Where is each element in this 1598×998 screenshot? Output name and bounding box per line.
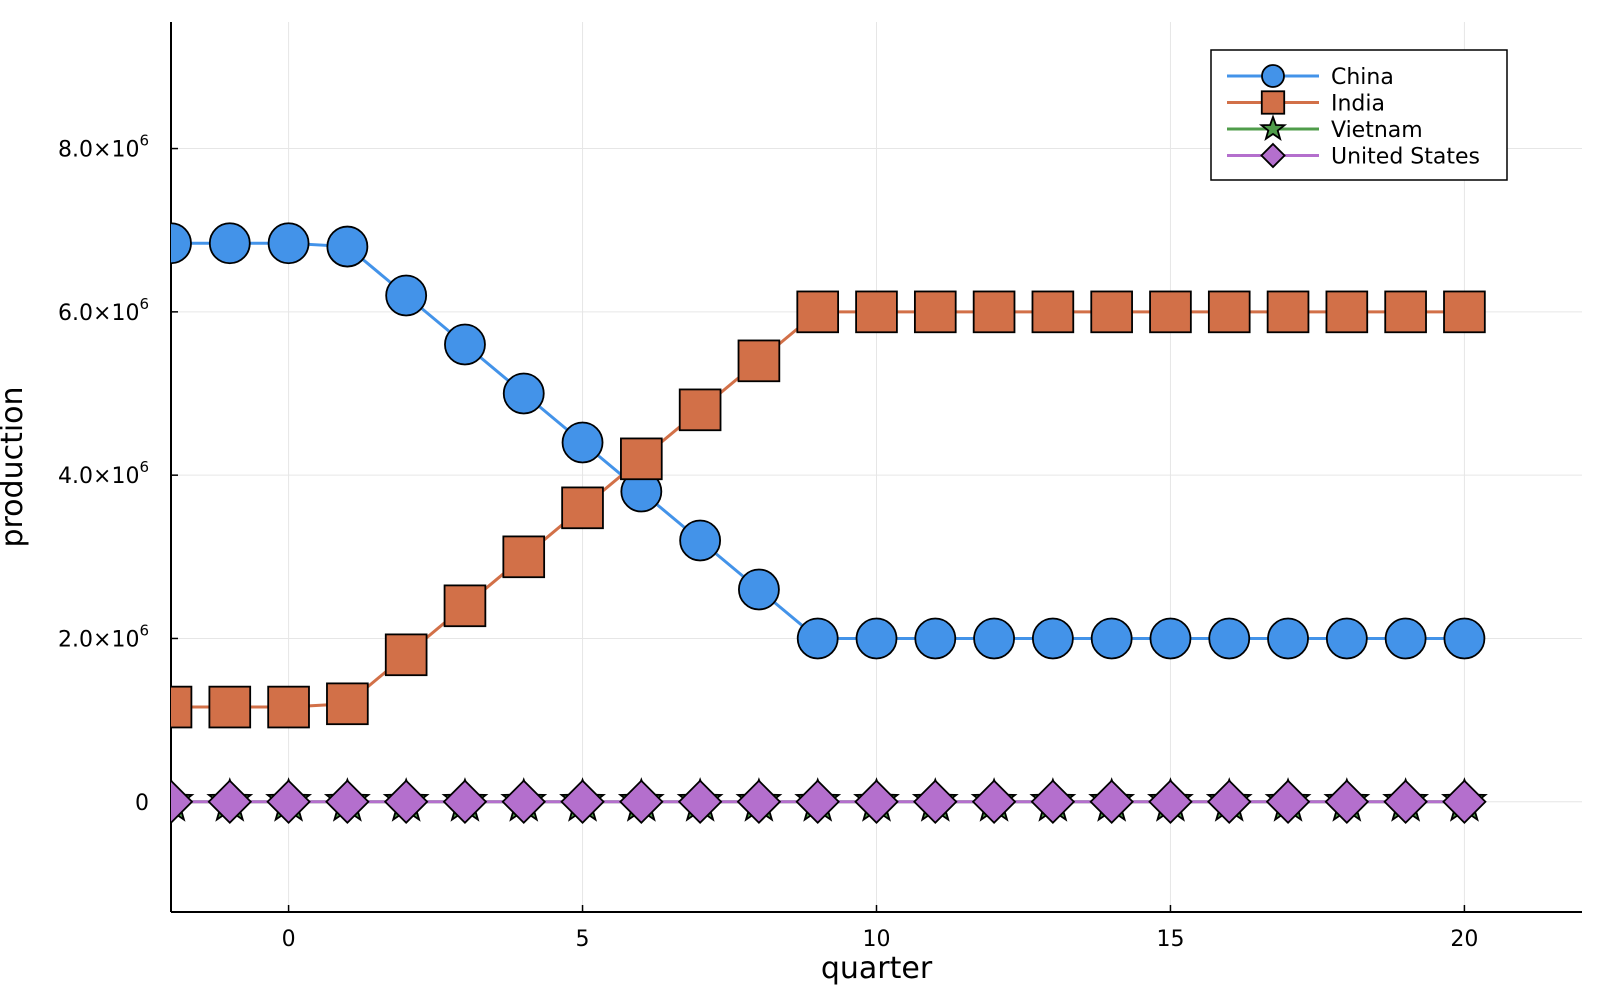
data-point-3-12	[854, 779, 899, 825]
data-point-1-4	[384, 633, 428, 677]
data-point-3-17	[1148, 779, 1193, 825]
data-point-1-1	[208, 685, 252, 729]
data-point-3-9	[677, 779, 723, 825]
legend-marker-1	[1260, 90, 1286, 115]
x-tick-label-0: 0	[282, 927, 296, 952]
data-point-0-20	[1325, 617, 1368, 660]
data-point-3-15	[1030, 779, 1076, 825]
tick-labels: 0 5 10 15 20 0 2.0×106 4.0×106 6.0×106 8.0×106	[58, 132, 1478, 952]
data-point-1-5	[443, 584, 487, 628]
data-point-3-3	[325, 779, 370, 825]
data-point-1-20	[1325, 290, 1369, 334]
data-point-0-2	[267, 222, 310, 265]
data-point-1-11	[796, 290, 840, 334]
legend-label-3: United States	[1331, 145, 1480, 170]
data-point-1-19	[1266, 290, 1310, 334]
data-point-1-0	[171, 685, 193, 729]
legend-label-1: India	[1331, 92, 1385, 117]
data-point-3-0	[171, 779, 194, 825]
data-point-3-13	[913, 779, 958, 825]
y-tick-label-2: 4.0×106	[58, 458, 149, 489]
data-point-1-16	[1090, 290, 1133, 334]
data-point-0-15	[1031, 617, 1074, 660]
series-china	[171, 222, 1486, 660]
data-point-1-10	[737, 339, 781, 383]
data-point-1-14	[972, 290, 1016, 334]
x-tick-label-3: 15	[1156, 927, 1184, 952]
data-point-0-16	[1090, 617, 1133, 660]
y-tick-label-4: 8.0×106	[58, 132, 149, 163]
data-point-1-3	[326, 682, 369, 726]
data-point-3-19	[1265, 779, 1311, 825]
data-point-3-5	[442, 779, 488, 825]
data-point-3-7	[560, 779, 605, 825]
data-point-1-9	[678, 388, 722, 432]
data-point-1-13	[913, 290, 957, 334]
legend-marker-3	[1260, 142, 1286, 169]
data-point-1-18	[1207, 290, 1251, 334]
x-tick-label-2: 10	[863, 927, 891, 952]
data-point-0-14	[973, 617, 1015, 660]
data-point-0-21	[1384, 617, 1427, 660]
data-point-0-11	[796, 617, 839, 660]
y-tick-label-1: 2.0×106	[58, 621, 149, 652]
data-point-0-17	[1149, 617, 1192, 660]
data-point-1-22	[1443, 290, 1486, 334]
data-point-3-1	[207, 779, 253, 825]
data-point-0-18	[1208, 617, 1251, 660]
x-axis-title: quarter	[821, 951, 933, 986]
y-axis-title: production	[0, 386, 30, 547]
data-point-3-8	[619, 779, 664, 825]
data-point-3-21	[1383, 779, 1428, 825]
data-point-0-1	[208, 222, 251, 265]
data-point-1-17	[1149, 290, 1192, 334]
series-united-states	[171, 779, 1487, 825]
data-point-3-6	[501, 779, 547, 825]
data-point-1-6	[502, 535, 546, 579]
data-point-1-7	[561, 486, 604, 530]
data-point-1-15	[1031, 290, 1075, 334]
axes	[170, 22, 1582, 913]
data-point-0-13	[914, 617, 957, 660]
y-tick-label-3: 6.0×106	[58, 295, 149, 326]
data-point-0-3	[326, 225, 369, 268]
data-point-0-5	[444, 323, 486, 366]
data-series	[171, 222, 1488, 825]
data-point-1-12	[855, 290, 898, 334]
y-tick-label-0: 0	[135, 791, 149, 816]
data-point-0-12	[855, 617, 898, 660]
data-point-3-14	[971, 779, 1017, 825]
data-point-0-9	[679, 519, 722, 562]
data-point-1-8	[620, 437, 663, 481]
legend-box	[1210, 49, 1508, 181]
data-point-0-0	[171, 222, 192, 265]
data-point-3-11	[795, 779, 840, 825]
legend-label-2: Vietnam	[1331, 118, 1423, 143]
data-point-3-10	[736, 779, 782, 825]
data-point-0-6	[502, 372, 545, 415]
data-point-3-18	[1206, 779, 1252, 825]
series-india	[171, 290, 1486, 729]
data-point-3-20	[1324, 779, 1370, 825]
legend-marker-0	[1261, 64, 1285, 88]
data-point-0-19	[1267, 617, 1309, 660]
data-point-3-2	[266, 779, 311, 825]
data-point-0-22	[1443, 617, 1486, 660]
x-tick-label-4: 20	[1450, 927, 1478, 952]
data-point-3-16	[1089, 779, 1134, 825]
data-point-0-10	[738, 568, 780, 611]
data-point-3-22	[1442, 779, 1487, 825]
legend-label-0: China	[1331, 65, 1394, 90]
legend-marker-2	[1258, 114, 1288, 141]
data-point-0-4	[385, 274, 428, 317]
x-tick-label-1: 5	[576, 927, 590, 952]
data-point-0-7	[561, 421, 604, 464]
data-point-3-4	[383, 779, 429, 825]
data-point-1-2	[267, 685, 310, 729]
data-point-1-21	[1384, 290, 1427, 334]
